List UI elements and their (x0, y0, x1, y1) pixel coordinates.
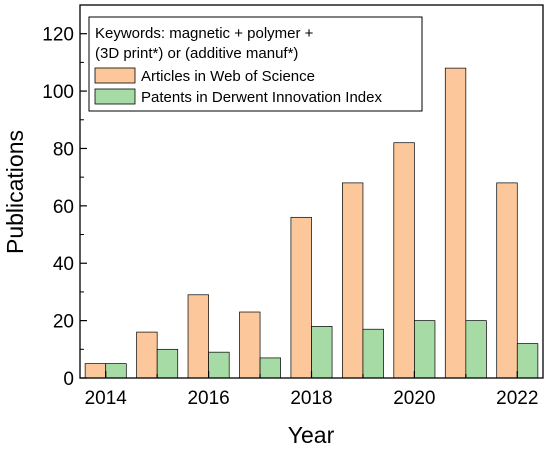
axis-tick-labels: 0 20 40 60 80 100 120 2014 2016 2018 2020 2022 (42, 25, 538, 409)
bar-patents-2022 (516, 343, 539, 379)
x-tick-label-2014: 2014 (85, 388, 128, 409)
legend-swatch-articles (94, 67, 136, 84)
bars-layer (84, 67, 539, 379)
y-tick-label-100: 100 (42, 82, 74, 103)
legend-title-line1: Keywords: magnetic + polymer + (95, 25, 314, 42)
bar-patents-2014 (105, 363, 127, 379)
bar-patents-2016 (208, 351, 230, 379)
x-tick-label-2016: 2016 (187, 388, 229, 409)
bar-articles-2022 (496, 182, 518, 379)
bar-articles-2015 (136, 331, 158, 379)
bar-articles-2017 (239, 311, 261, 379)
x-tick-label-2018: 2018 (290, 388, 332, 409)
bar-patents-2017 (259, 357, 281, 379)
x-axis-label: Year (288, 422, 335, 448)
y-tick-label-60: 60 (53, 197, 74, 218)
bar-patents-2021 (465, 320, 487, 379)
bar-patents-2019 (362, 328, 384, 379)
axis-ticks (80, 33, 518, 379)
legend-label-articles: Articles in Web of Science (141, 68, 315, 85)
bar-patents-2015 (156, 348, 179, 379)
y-tick-label-40: 40 (53, 254, 74, 275)
y-tick-label-120: 120 (42, 25, 74, 46)
legend: Keywords: magnetic + polymer + (3D print… (88, 16, 423, 112)
bar-patents-2018 (311, 326, 333, 379)
bar-articles-2021 (444, 67, 467, 379)
bar-articles-2014 (84, 363, 107, 379)
legend-title-line2: (3D print*) or (additive manuf*) (95, 45, 298, 62)
y-tick-label-80: 80 (53, 139, 74, 160)
x-tick-label-2022: 2022 (496, 388, 538, 409)
y-tick-label-20: 20 (53, 312, 74, 333)
legend-box (88, 16, 423, 112)
y-axis-label: Publications (2, 130, 28, 254)
legend-label-patents: Patents in Derwent Innovation Index (141, 89, 382, 106)
x-tick-label-2020: 2020 (393, 388, 435, 409)
bar-articles-2020 (393, 142, 415, 379)
bar-articles-2019 (342, 182, 364, 379)
y-tick-label-0: 0 (63, 369, 74, 390)
legend-swatch-patents (94, 88, 136, 105)
bar-patents-2020 (414, 320, 436, 379)
bar-articles-2016 (187, 294, 209, 379)
bar-articles-2018 (290, 216, 312, 379)
